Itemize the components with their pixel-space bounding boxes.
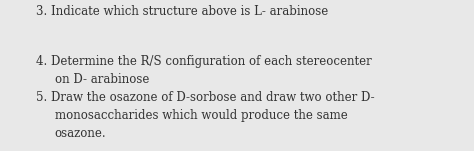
Text: 5. Draw the osazone of D-sorbose and draw two other D-: 5. Draw the osazone of D-sorbose and dra… (36, 91, 374, 104)
Text: osazone.: osazone. (55, 127, 106, 140)
Text: 3. Indicate which structure above is L- arabinose: 3. Indicate which structure above is L- … (36, 5, 328, 18)
Text: 4. Determine the R/S configuration of each stereocenter: 4. Determine the R/S configuration of ea… (36, 55, 371, 68)
Text: monosaccharides which would produce the same: monosaccharides which would produce the … (55, 109, 347, 122)
Text: on D- arabinose: on D- arabinose (55, 73, 149, 86)
